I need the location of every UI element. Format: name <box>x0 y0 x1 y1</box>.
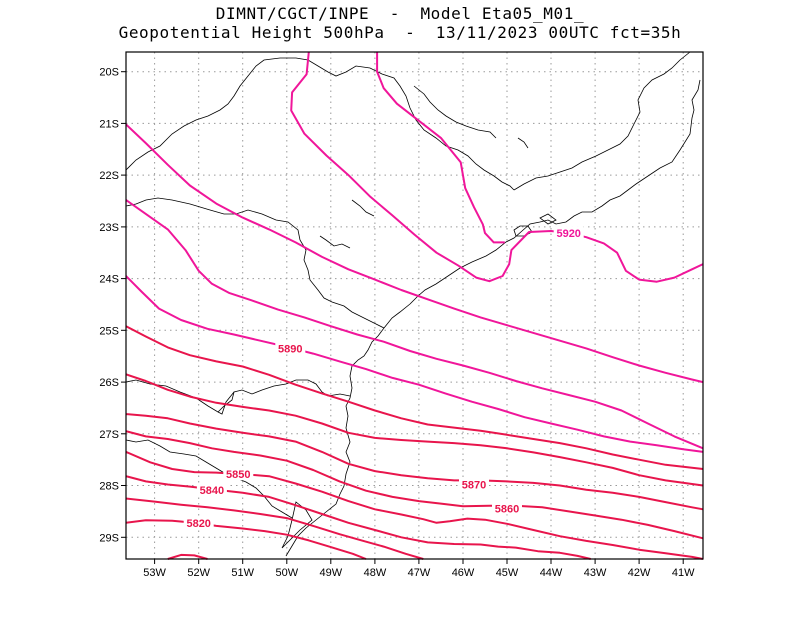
grid-lines <box>126 52 703 559</box>
title-line-2: Geopotential Height 500hPa - 13/11/2023 … <box>118 23 682 42</box>
coastline <box>285 327 385 557</box>
contour-label-5890: 5890 <box>278 343 302 355</box>
contour-line-5850 <box>125 450 704 560</box>
contour-line-5880 <box>125 373 704 487</box>
contour-line-5910 <box>125 123 704 384</box>
height-contours <box>125 51 704 560</box>
x-tick-label: 52W <box>187 567 210 579</box>
coastline <box>383 79 701 329</box>
contour-line-5900 <box>125 275 704 453</box>
coastlines-and-borders <box>125 51 701 557</box>
title-block: DIMNT/CGCT/INPE - Model Eta05_M01_ Geopo… <box>0 4 800 42</box>
lagoon-coast <box>281 501 313 549</box>
x-tick-label: 45W <box>496 567 519 579</box>
x-tick-label: 41W <box>672 567 695 579</box>
contour-label-5870: 5870 <box>462 480 486 492</box>
state-border <box>217 391 235 415</box>
state-border <box>125 379 351 413</box>
x-tick-label: 42W <box>628 567 651 579</box>
contour-label-5920: 5920 <box>556 228 580 240</box>
y-tick-label: 25S <box>99 325 119 337</box>
contour-line-5870 <box>125 413 704 511</box>
x-tick-label: 50W <box>275 567 298 579</box>
state-border <box>125 197 385 329</box>
x-tick-label: 46W <box>452 567 475 579</box>
y-tick-label: 20S <box>99 67 119 79</box>
contour-line-5910 <box>125 199 704 450</box>
bay-coast <box>539 213 557 225</box>
river <box>413 85 497 139</box>
x-tick-label: 53W <box>143 567 166 579</box>
contour-label-5850: 5850 <box>226 469 250 481</box>
contour-label-bg <box>459 477 489 491</box>
y-tick-label: 28S <box>99 481 119 493</box>
contour-line-5830 <box>125 497 424 560</box>
map-frame <box>125 51 704 560</box>
contour-label-bg <box>492 501 522 515</box>
x-tick-label: 49W <box>319 567 342 579</box>
contour-label-5860: 5860 <box>495 503 519 515</box>
contour-label-bg <box>196 483 227 497</box>
y-tick-label: 21S <box>99 118 119 130</box>
contour-line-5890 <box>125 325 704 470</box>
contour-label-bg <box>275 341 306 355</box>
title-line-1: DIMNT/CGCT/INPE - Model Eta05_M01_ <box>215 4 585 23</box>
x-tick-label: 51W <box>231 567 254 579</box>
y-tick-label: 24S <box>99 274 119 286</box>
x-tick-label: 47W <box>408 567 431 579</box>
river <box>351 199 375 217</box>
contour-line-5860 <box>125 430 704 540</box>
y-tick-label: 29S <box>99 532 119 544</box>
contour-label-bg <box>553 226 584 240</box>
state-border <box>125 57 515 191</box>
state-border <box>513 51 691 191</box>
river <box>319 235 351 249</box>
y-tick-label: 27S <box>99 429 119 441</box>
contour-label-5820: 5820 <box>186 518 210 530</box>
x-tick-label: 43W <box>584 567 607 579</box>
contour-label-bg <box>183 515 214 529</box>
y-tick-label: 23S <box>99 222 119 234</box>
x-tick-label: 44W <box>540 567 563 579</box>
y-tick-label: 22S <box>99 170 119 182</box>
contour-label-bg <box>223 467 254 481</box>
contour-line-5920 <box>376 52 505 244</box>
axes: 53W 52W 51W 50W 49W 48W 47W 46W 45W 44W 43W 42W 41W 2… <box>99 67 695 579</box>
contour-line-5830 <box>167 553 208 560</box>
contour-label-5840: 5840 <box>200 485 224 497</box>
contour-line-5920 <box>290 51 704 283</box>
y-tick-label: 26S <box>99 377 119 389</box>
river <box>517 137 529 149</box>
x-tick-label: 48W <box>364 567 387 579</box>
contour-line-5820 <box>125 519 367 560</box>
state-border <box>125 439 293 519</box>
